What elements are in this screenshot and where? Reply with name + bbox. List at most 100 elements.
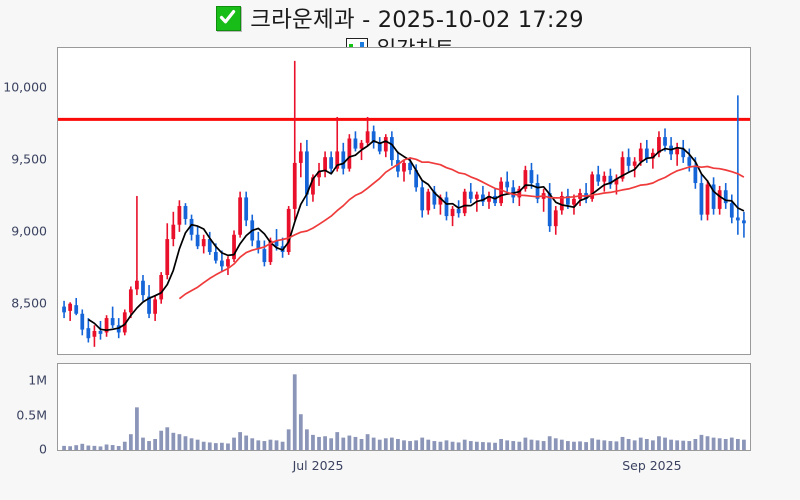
- candle-body: [438, 197, 443, 205]
- volume-bar: [377, 439, 382, 450]
- candle-body: [474, 194, 479, 199]
- volume-bar: [426, 439, 431, 450]
- volume-bar: [717, 438, 722, 450]
- candle-body: [426, 191, 431, 211]
- date-axis-tick: Sep 2025: [622, 458, 682, 473]
- candle-body: [487, 195, 491, 202]
- volume-axis-tick: 1M: [28, 372, 47, 388]
- candle-body: [365, 131, 370, 143]
- ma-long-line: [178, 157, 745, 300]
- volume-bar: [481, 442, 485, 450]
- volume-bar: [450, 441, 455, 450]
- candle-body: [523, 170, 528, 189]
- candle-body: [177, 206, 182, 225]
- candle-body: [128, 289, 133, 313]
- volume-bar: [675, 440, 680, 450]
- volume-series: [62, 374, 746, 450]
- candle-body: [104, 318, 109, 333]
- candle-body: [420, 187, 425, 211]
- volume-bar: [523, 437, 528, 450]
- candle-body: [566, 195, 570, 205]
- candle-body: [80, 313, 85, 330]
- candle-body: [298, 151, 303, 163]
- volume-bar: [317, 436, 321, 450]
- volume-bar: [468, 441, 473, 450]
- candle-body: [110, 318, 115, 326]
- volume-bar: [402, 440, 406, 450]
- volume-bar: [596, 439, 601, 450]
- volume-bar: [383, 438, 388, 450]
- volume-bar: [626, 438, 631, 450]
- candle-body: [159, 274, 164, 300]
- volume-bar: [189, 438, 194, 450]
- candle-body: [462, 191, 467, 214]
- volume-bar: [493, 442, 497, 450]
- candle-body: [311, 177, 315, 195]
- candle-body: [657, 137, 661, 153]
- volume-bar: [420, 437, 425, 450]
- volume-bar: [705, 436, 710, 450]
- candle-body: [92, 331, 97, 337]
- volume-bar: [657, 436, 661, 450]
- volume-bar: [98, 446, 103, 450]
- candle-body: [499, 181, 503, 204]
- volume-bar: [687, 441, 692, 450]
- volume-bar: [177, 434, 182, 450]
- volume-bar: [244, 435, 249, 450]
- volume-axis-tick: 0.5M: [16, 407, 47, 423]
- volume-bar: [444, 440, 449, 450]
- price-axis-tick: 10,000: [3, 79, 47, 95]
- candle-body: [559, 195, 564, 211]
- candle-body: [535, 183, 540, 199]
- volume-bar: [238, 432, 242, 450]
- candle-body: [201, 239, 206, 247]
- volume-axis-tick: 0: [39, 441, 47, 457]
- volume-bar: [547, 436, 552, 450]
- candle-body: [323, 157, 327, 172]
- volume-bar: [553, 438, 558, 450]
- volume-bar: [614, 441, 619, 450]
- candle-body: [347, 138, 352, 169]
- candle-body: [663, 137, 667, 146]
- volume-bar: [128, 434, 133, 450]
- candle-body: [675, 148, 680, 155]
- candle-body: [553, 210, 558, 227]
- candle-body: [98, 331, 103, 334]
- volume-bar: [584, 442, 588, 450]
- volume-bar: [632, 440, 637, 450]
- volume-bar: [195, 439, 200, 450]
- volume-bar: [311, 434, 315, 450]
- candle-body: [232, 234, 236, 260]
- volume-bar: [335, 432, 340, 450]
- volume-bar: [135, 407, 139, 450]
- volume-bar: [511, 441, 516, 450]
- volume-bar: [323, 436, 327, 450]
- candlestick-series: [58, 60, 750, 347]
- candle-body: [68, 303, 73, 311]
- candle-body: [681, 148, 686, 158]
- volume-bar: [456, 442, 461, 450]
- volume-bar: [559, 439, 564, 450]
- candle-body: [456, 208, 461, 214]
- candle-body: [414, 170, 419, 188]
- green-check-icon: [216, 5, 242, 31]
- volume-bar: [153, 438, 157, 450]
- volume-bar: [389, 437, 394, 450]
- volume-bar: [110, 445, 115, 450]
- candle-body: [141, 280, 145, 296]
- candle-body: [444, 197, 449, 217]
- volume-bar: [729, 437, 734, 450]
- volume-bar: [620, 436, 625, 450]
- candle-body: [481, 194, 485, 202]
- candle-body: [171, 224, 176, 240]
- candle-body: [717, 190, 722, 209]
- candle-body: [268, 240, 273, 263]
- volume-bar: [298, 414, 303, 450]
- candle-body: [402, 162, 406, 172]
- candle-body: [147, 296, 151, 314]
- candle-body: [335, 151, 340, 169]
- candle-body: [305, 151, 309, 195]
- candle-body: [165, 239, 170, 275]
- volume-bar: [699, 434, 704, 450]
- candle-body: [220, 260, 224, 267]
